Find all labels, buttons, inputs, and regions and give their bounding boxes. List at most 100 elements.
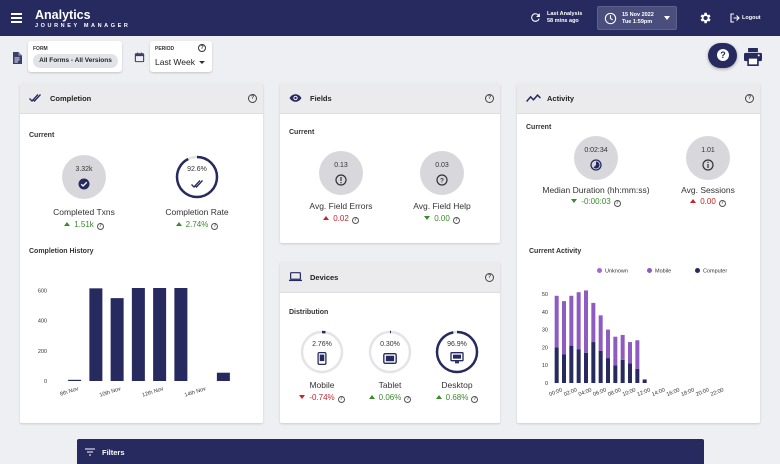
activity-bar-mobile [598, 315, 603, 351]
period-select-label: PERIOD [155, 46, 175, 52]
x-tick-label: 18:00 [680, 387, 695, 398]
section-label: Current [29, 132, 55, 139]
help-icon[interactable]: ? [718, 200, 726, 207]
date-label: 15 Nov 2022 [622, 12, 654, 18]
arrow-down-icon [424, 216, 431, 220]
help-icon[interactable]: ? [198, 44, 206, 52]
help-icon[interactable]: ? [351, 217, 359, 224]
arrow-up-icon [690, 199, 697, 203]
delta-value: 2.74% [185, 220, 209, 229]
help-icon[interactable]: ? [485, 94, 494, 103]
completion-card: Completion ? Current 3.32k Completed Txn… [20, 83, 263, 423]
form-select[interactable]: FORM All Forms - All Versions [28, 41, 122, 72]
metric-value: 0.13 [334, 162, 348, 169]
help-icon[interactable]: ? [485, 273, 494, 282]
card-header: Devices ? [280, 262, 500, 293]
avg-sessions-metric: 1.01 [686, 136, 730, 180]
card-header: Activity ? [517, 83, 760, 114]
last-analysis-label: Last Analysis [547, 11, 583, 17]
period-select[interactable]: PERIOD ? Last Week [150, 41, 212, 72]
metric-label: Avg. Field Errors [309, 201, 373, 211]
metric-label: Desktop [441, 380, 473, 390]
card-header: Completion ? [20, 83, 263, 114]
metric-label: Avg. Field Help [413, 201, 471, 211]
date-selector[interactable]: 15 Nov 2022 Tue 1:59pm [597, 6, 677, 30]
help-icon[interactable]: ? [471, 396, 479, 403]
help-icon[interactable]: ? [745, 94, 754, 103]
calendar-icon [134, 52, 145, 63]
help-icon[interactable]: ? [248, 94, 257, 103]
legend-label: Unknown [605, 268, 628, 275]
filter-list-icon [85, 448, 95, 456]
metric-delta: -0.74%? [282, 393, 362, 403]
done-all-icon [191, 180, 203, 188]
logout-button[interactable]: Logout [742, 15, 761, 21]
activity-bar-mobile [635, 340, 640, 369]
x-tick-label: 02:00 [563, 387, 578, 398]
done-all-icon [29, 94, 41, 102]
field-errors-metric: 0.13 [319, 151, 363, 195]
trending-icon [526, 94, 541, 102]
help-button[interactable]: ? [708, 43, 737, 68]
desktop-ring [435, 330, 479, 374]
form-select-value[interactable]: All Forms - All Versions [33, 54, 118, 68]
phone-icon [317, 352, 327, 365]
metric-delta: 0.02? [292, 214, 390, 224]
activity-card: Activity ? Current 0:02:34 Median Durati… [517, 83, 760, 423]
history-bar [68, 379, 82, 381]
eye-icon [289, 94, 302, 102]
activity-bar-computer [554, 347, 559, 383]
legend-swatch [695, 268, 700, 273]
metric-value: 3.32k [75, 166, 93, 173]
x-tick-label: 12th Nov [141, 386, 164, 399]
legend-item-unknown: Unknown [597, 268, 628, 275]
help-icon[interactable]: ? [452, 217, 460, 224]
y-tick-label: 50 [542, 292, 548, 298]
x-tick-label: 20:00 [695, 387, 710, 398]
date-time: 15 Nov 2022 Tue 1:59pm [622, 12, 654, 26]
refresh-icon[interactable] [529, 11, 542, 24]
help-icon[interactable]: ? [96, 223, 104, 230]
error-icon [335, 174, 347, 186]
last-analysis-value: 58 mins ago [547, 18, 579, 24]
time-label: Tue 1:59pm [622, 19, 653, 25]
activity-bar-mobile [606, 329, 610, 359]
metric-value: 1.01 [701, 147, 715, 154]
activity-bar-mobile [554, 295, 559, 348]
period-select-value: Last Week [155, 57, 196, 67]
activity-bar-mobile [562, 301, 566, 355]
legend-swatch [647, 268, 652, 273]
help-icon[interactable]: ? [337, 396, 345, 403]
help-icon[interactable]: ? [613, 200, 621, 207]
card-title: Fields [310, 94, 332, 103]
menu-icon[interactable] [11, 13, 22, 23]
question-icon: ? [717, 49, 729, 61]
delta-value: 0.00 [434, 214, 450, 223]
timer-icon [590, 159, 602, 171]
x-tick-label: 10:00 [622, 387, 637, 398]
x-tick-label: 14:00 [651, 387, 666, 398]
x-tick-label: 22:00 [710, 387, 725, 398]
help-icon[interactable]: ? [404, 396, 412, 403]
gear-icon[interactable] [698, 11, 712, 25]
metric-label: Completed Txns [53, 207, 115, 217]
completion-rate-ring [175, 155, 219, 199]
app-title: Analytics [35, 8, 91, 22]
history-bar [153, 288, 167, 381]
filters-bar[interactable]: Filters [77, 439, 704, 464]
metric-value: 92.6% [187, 166, 207, 173]
x-tick-label: 12:00 [636, 387, 651, 398]
card-title: Activity [547, 94, 575, 103]
tablet-icon [383, 353, 397, 364]
print-icon[interactable] [743, 48, 763, 66]
metric-label: Mobile [309, 380, 335, 390]
metric-delta: 0.00? [393, 214, 491, 224]
logout-icon[interactable] [729, 12, 741, 24]
section-label: Completion History [29, 248, 94, 255]
delta-value: 0.00 [700, 197, 716, 206]
metric-delta: 2.74%? [147, 220, 247, 230]
help-icon[interactable]: ? [211, 223, 219, 230]
x-tick-label: 14th Nov [184, 386, 207, 399]
activity-bar-computer [562, 354, 566, 383]
activity-bar-mobile [628, 342, 632, 364]
